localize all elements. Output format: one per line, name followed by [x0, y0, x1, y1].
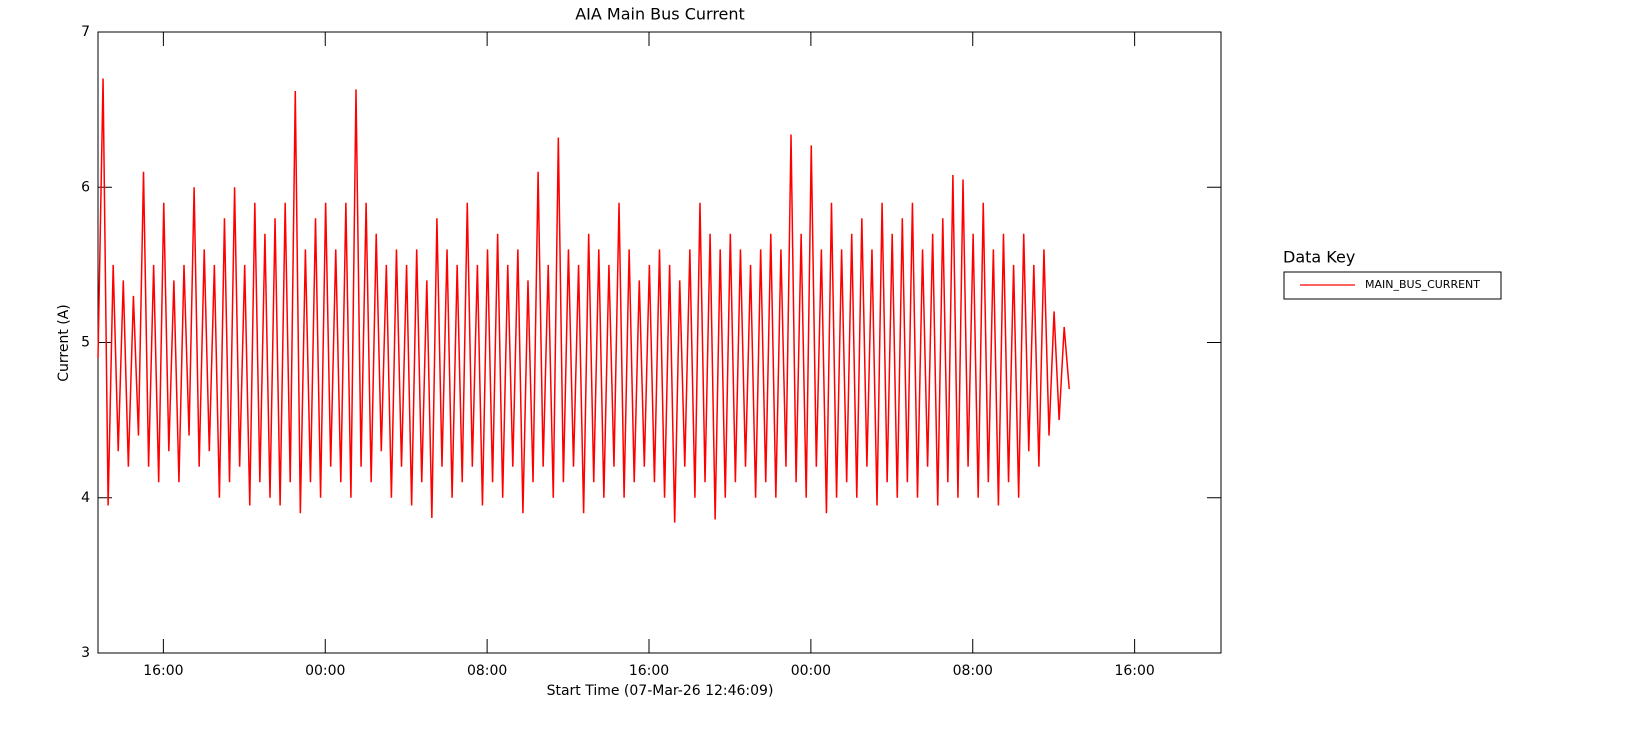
- legend-box: [1283, 271, 1502, 300]
- x-tick-label: 08:00: [467, 663, 507, 679]
- chart-title: AIA Main Bus Current: [575, 5, 745, 24]
- x-axis-label: Start Time (07-Mar-26 12:46:09): [547, 683, 774, 699]
- x-tick-label: 08:00: [953, 663, 993, 679]
- x-tick-label: 16:00: [143, 663, 183, 679]
- legend-title: Data Key: [1283, 248, 1355, 267]
- x-tick-label: 00:00: [791, 663, 831, 679]
- y-tick-label: 3: [81, 645, 90, 661]
- legend-label: MAIN_BUS_CURRENT: [1365, 278, 1480, 291]
- data-line: [97, 78, 1070, 523]
- x-tick-label: 16:00: [629, 663, 669, 679]
- y-axis-label: Current (A): [56, 304, 72, 382]
- x-tick-label: 00:00: [305, 663, 345, 679]
- y-tick-label: 4: [81, 490, 90, 506]
- y-tick-label: 5: [81, 335, 90, 351]
- y-tick-label: 7: [81, 24, 90, 40]
- x-tick-label: 16:00: [1114, 663, 1154, 679]
- y-tick-label: 6: [81, 179, 90, 195]
